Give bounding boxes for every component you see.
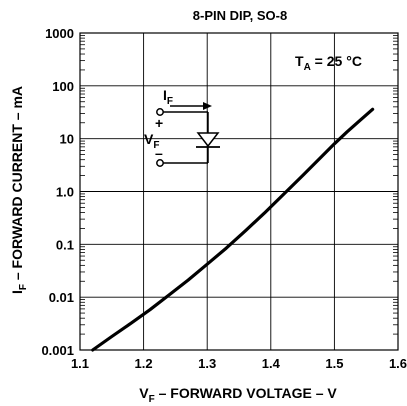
- x-axis-title-rest: – FORWARD VOLTAGE – V: [155, 385, 338, 401]
- series-group: [91, 107, 375, 352]
- y-tick-label: 100: [52, 79, 74, 94]
- x-tick-label: 1.6: [389, 356, 407, 371]
- axis-ticks: [80, 35, 398, 335]
- x-axis-title-sub: F: [149, 394, 155, 405]
- y-tick-labels: 0.001 0.01 0.1 1.0 10 100 1000: [41, 26, 74, 358]
- y-tick-label: 10: [60, 132, 74, 147]
- x-tick-label: 1.1: [71, 356, 89, 371]
- temperature-annotation-rest: = 25 °C: [311, 53, 362, 69]
- grid: [80, 33, 398, 350]
- y-axis-title: IF – FORWARD CURRENT – mA: [9, 86, 29, 294]
- x-tick-label: 1.4: [262, 356, 281, 371]
- inset-plus-sign: +: [155, 115, 163, 131]
- temperature-annotation-sub: A: [304, 62, 311, 73]
- x-tick-label: 1.2: [135, 356, 153, 371]
- y-axis-title-rest: – FORWARD CURRENT – mA: [9, 86, 25, 284]
- inset-voltage-label-sub: F: [153, 140, 159, 151]
- y-tick-label: 1.0: [56, 185, 74, 200]
- x-axis-title: VF – FORWARD VOLTAGE – V: [139, 385, 337, 405]
- diode-triangle-icon: [196, 132, 220, 148]
- inset-voltage-label-main: V: [144, 131, 154, 147]
- inset-minus-sign: –: [155, 145, 163, 161]
- y-tick-label: 0.1: [56, 237, 74, 252]
- y-tick-label: 0.001: [41, 343, 74, 358]
- temperature-annotation: TA = 25 °C: [295, 53, 362, 73]
- y-axis-title-sub: F: [18, 284, 29, 290]
- y-tick-label: 0.01: [49, 290, 74, 305]
- inset-current-label-main: I: [163, 87, 167, 103]
- led-inset-diagram: IF + VF –: [144, 87, 220, 167]
- inset-current-label: IF: [163, 87, 173, 107]
- x-axis-title-main: V: [139, 385, 149, 401]
- forward-current-curve: [91, 107, 375, 352]
- x-tick-labels: 1.1 1.2 1.3 1.4 1.5 1.6: [71, 356, 407, 371]
- chart-title: 8-PIN DIP, SO-8: [193, 8, 287, 23]
- temperature-annotation-main: T: [295, 53, 304, 69]
- plot-frame: [79, 32, 399, 351]
- inset-voltage-label: VF: [144, 131, 159, 151]
- inset-current-label-sub: F: [167, 96, 173, 107]
- x-tick-label: 1.3: [198, 356, 216, 371]
- y-tick-label: 1000: [45, 26, 74, 41]
- x-tick-label: 1.5: [325, 356, 343, 371]
- y-axis-title-main: I: [9, 290, 25, 294]
- inset-arrowhead-icon: [203, 102, 212, 110]
